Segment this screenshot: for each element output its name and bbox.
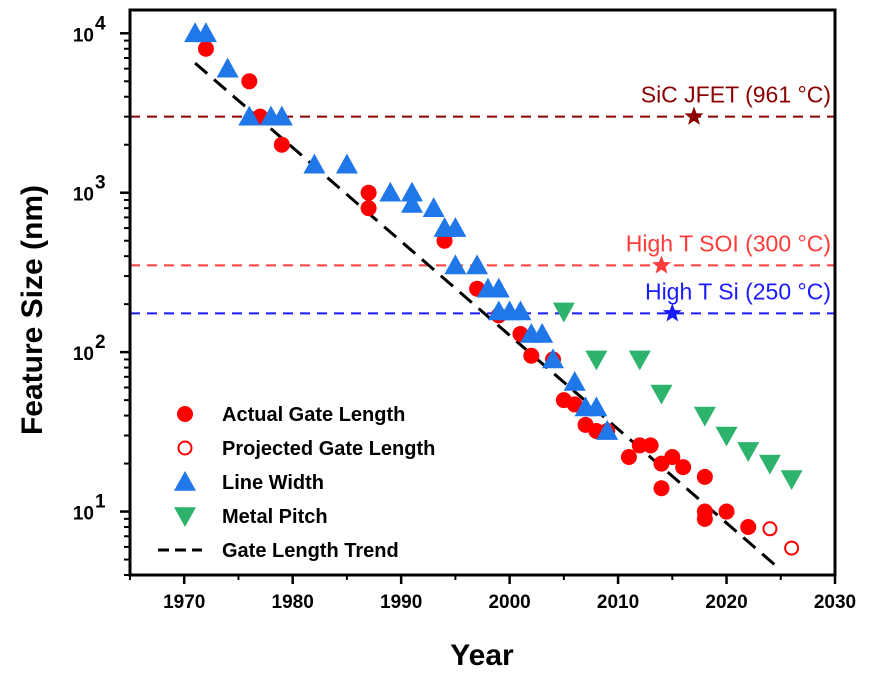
data-point [784, 540, 800, 556]
data-point [715, 426, 738, 447]
y-tick-exponent: 4 [95, 13, 106, 34]
data-point [270, 105, 293, 126]
legend-marker [174, 471, 196, 491]
data-point [401, 181, 423, 202]
data-point [696, 468, 713, 485]
reference-star-marker [651, 255, 671, 274]
x-tick-label: 2000 [488, 592, 530, 613]
data-point [509, 300, 532, 321]
data-point [303, 153, 326, 174]
data-point [360, 184, 377, 201]
y-tick-label: 10 [73, 185, 94, 206]
data-point [194, 22, 217, 43]
data-point [762, 521, 778, 537]
data-point [696, 503, 713, 520]
data-point [238, 105, 261, 126]
data-point [360, 200, 377, 217]
legend-label: Metal Pitch [222, 506, 328, 528]
data-point [737, 442, 760, 462]
data-point [444, 217, 467, 237]
x-tick-label: 2030 [814, 592, 856, 613]
reference-line-label: High T Si (250 °C) [645, 278, 831, 304]
x-tick-label: 1990 [380, 592, 422, 613]
reference-line-label: SiC JFET (961 °C) [641, 82, 831, 108]
reference-lines-layer: SiC JFET (961 °C) High T SOI (300 °C) High… [130, 82, 835, 322]
x-tick-label: 1970 [163, 592, 205, 613]
data-point [566, 396, 583, 413]
data-point [758, 454, 781, 475]
data-point [740, 519, 757, 536]
data-point [542, 348, 564, 369]
x-tick-label: 2010 [597, 592, 639, 613]
legend-marker [174, 507, 196, 527]
data-point [444, 254, 467, 275]
data-point [466, 254, 489, 275]
data-points-layer [184, 22, 803, 556]
data-point [273, 136, 290, 153]
reference-line-label: High T SOI (300 °C) [626, 230, 831, 256]
data-point [422, 197, 445, 217]
data-point [780, 470, 803, 491]
data-point [241, 73, 258, 90]
gate-length-trend-line [194, 61, 782, 572]
data-point [552, 302, 575, 323]
legend-label: Line Width [222, 472, 324, 494]
data-point [628, 350, 651, 371]
data-point [693, 406, 716, 427]
data-point [335, 153, 358, 174]
data-point [675, 459, 692, 476]
trend-line-layer [194, 61, 782, 572]
x-tick-label: 1980 [272, 592, 314, 613]
data-point [379, 181, 402, 202]
y-tick-exponent: 2 [95, 332, 106, 353]
data-point [585, 396, 608, 417]
data-point [596, 420, 619, 440]
data-point [216, 57, 239, 78]
data-point [650, 384, 673, 405]
y-tick-exponent: 1 [95, 492, 106, 513]
data-point [653, 480, 670, 497]
legend-label: Actual Gate Length [222, 404, 405, 426]
data-point [620, 448, 637, 465]
data-point [487, 277, 510, 298]
data-point [197, 40, 214, 57]
data-point [401, 192, 423, 213]
y-tick-label: 10 [73, 344, 94, 365]
data-point [523, 347, 540, 364]
data-point [664, 448, 681, 465]
data-point [531, 322, 554, 343]
data-point [642, 437, 659, 454]
y-tick-label: 10 [73, 504, 94, 525]
legend-label: Projected Gate Length [222, 438, 435, 460]
x-axis-title: Year [450, 639, 514, 672]
data-point [585, 350, 608, 371]
x-tick-label: 2020 [705, 592, 747, 613]
legend-label: Gate Length Trend [222, 540, 399, 562]
legend-marker [177, 440, 193, 456]
legend: Actual Gate Length Projected Gate Length L… [158, 404, 435, 562]
legend-marker [177, 406, 193, 422]
reference-star-marker [662, 303, 682, 322]
reference-star-marker [684, 106, 704, 125]
data-point [563, 370, 586, 391]
y-tick-exponent: 3 [95, 173, 106, 194]
plot-frame [128, 8, 837, 577]
y-tick-label: 10 [73, 25, 94, 46]
data-point [718, 503, 735, 520]
y-axis-title: Feature Size (nm) [16, 185, 49, 435]
